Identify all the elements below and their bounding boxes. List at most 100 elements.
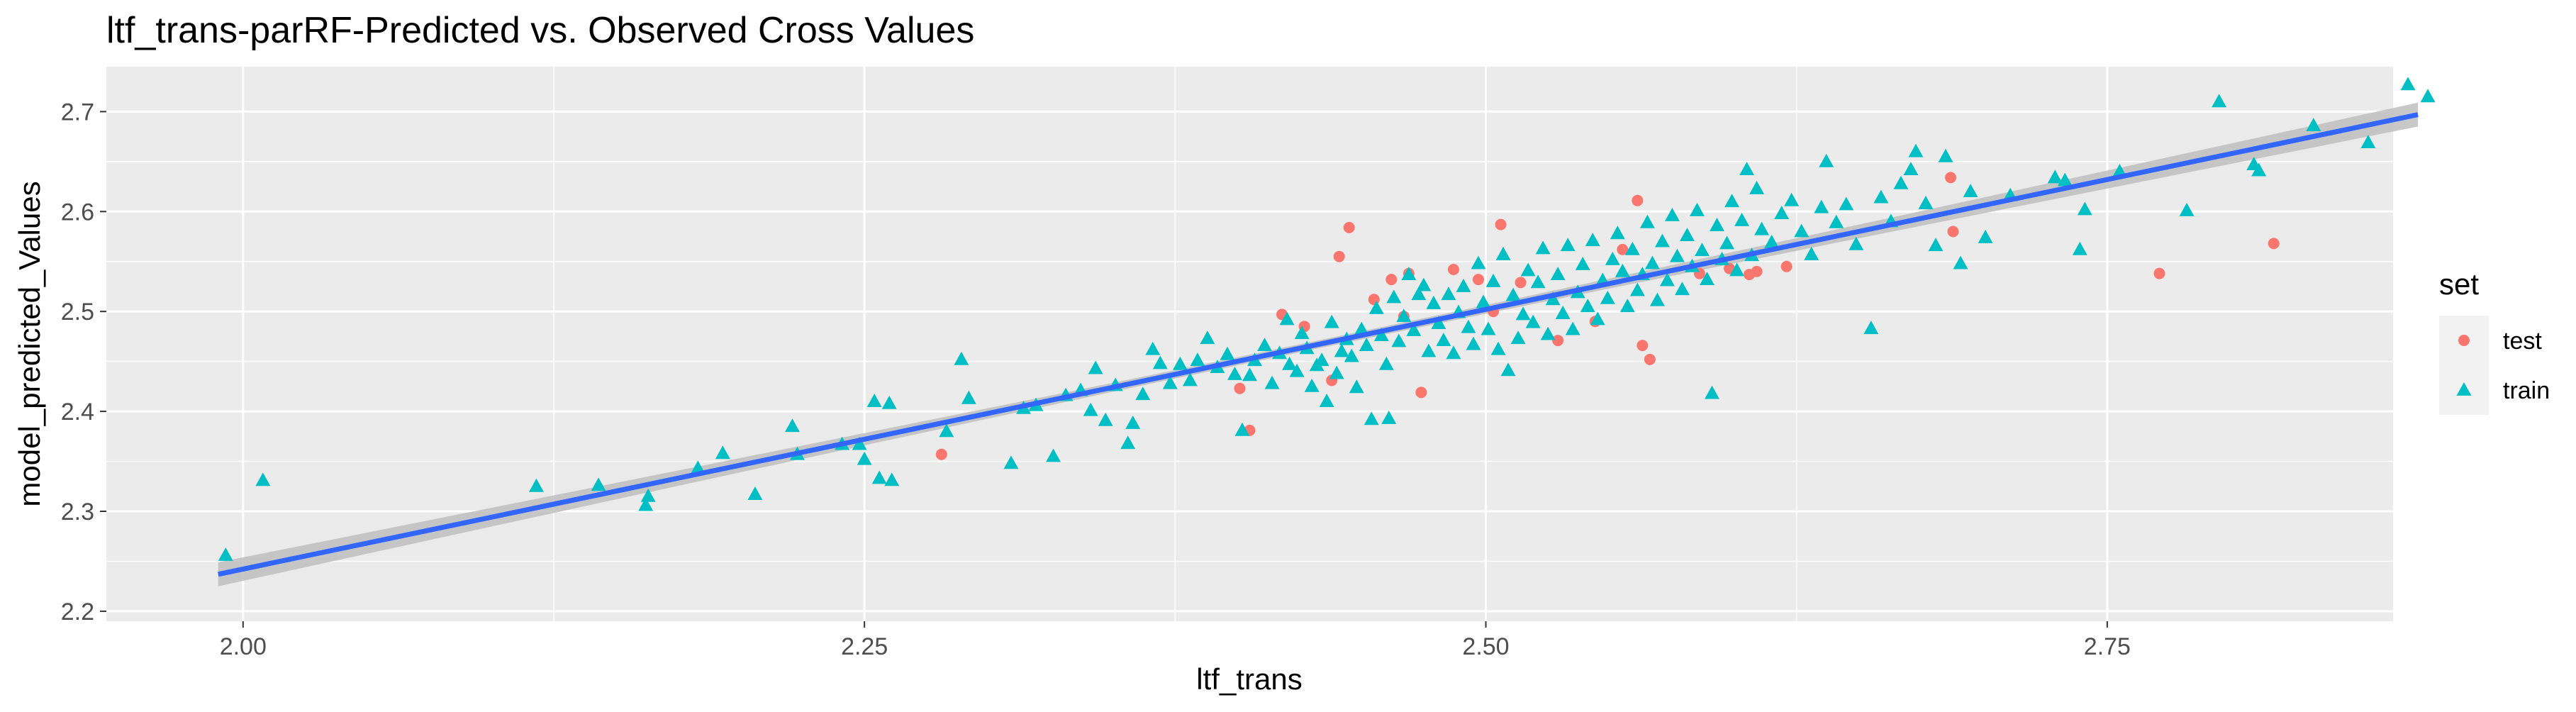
point-train [954, 351, 969, 365]
point-train [1234, 422, 1250, 436]
point-train [1893, 175, 1909, 189]
point-train [1500, 362, 1516, 377]
point-train [2212, 94, 2227, 108]
point-train [1466, 336, 1481, 350]
point-train [871, 470, 887, 484]
point-train [1829, 214, 1844, 228]
point-train [2179, 202, 2195, 216]
legend-label-test: test [2503, 328, 2542, 355]
point-train [1515, 306, 1531, 321]
point-train [1719, 235, 1734, 250]
x-axis-title: ltf_trans [1196, 662, 1302, 696]
point-test [1644, 353, 1656, 365]
point-train [1669, 248, 1685, 262]
point-train [1481, 321, 1496, 335]
point-train [1471, 255, 1486, 269]
point-test [1447, 264, 1459, 276]
point-train [1120, 435, 1136, 450]
point-train [1329, 365, 1344, 379]
point-train [1540, 326, 1556, 340]
point-train [1257, 338, 1272, 352]
point-train [1386, 289, 1402, 304]
point-train [1125, 416, 1141, 429]
point-train [1364, 411, 1379, 425]
point-test [1495, 218, 1507, 230]
point-train [1659, 272, 1675, 287]
point-train [1535, 240, 1551, 255]
point-train [1227, 366, 1242, 380]
point-train [1734, 212, 1750, 226]
point-train [1674, 282, 1690, 296]
point-train [1610, 226, 1625, 240]
point-train [1220, 346, 1235, 360]
legend: set test train [2439, 267, 2550, 415]
point-train [939, 423, 954, 438]
y-axis: 2.2 2.3 2.4 2.5 2.6 2.7 [61, 99, 106, 625]
point-train [1319, 394, 1334, 407]
point-train [1619, 299, 1635, 313]
point-train [1710, 218, 1724, 231]
point-train [1575, 256, 1590, 270]
point-train [1145, 341, 1161, 355]
point-test [1617, 243, 1629, 255]
point-train [1282, 356, 1298, 370]
point-train [1135, 386, 1151, 401]
point-train [1978, 229, 1993, 243]
point-train [1436, 333, 1451, 346]
point-train [1585, 233, 1600, 247]
point-train [1485, 273, 1501, 287]
point-train [2420, 89, 2436, 103]
point-test [1780, 260, 1792, 272]
point-train [1724, 194, 1740, 208]
point-train [1705, 385, 1719, 399]
point-train [1152, 355, 1168, 369]
point-train [1615, 263, 1630, 277]
y-tick-label: 2.3 [61, 499, 94, 525]
point-train [1294, 326, 1310, 340]
x-axis: 2.00 2.25 2.50 2.75 [220, 621, 2131, 660]
point-train [1505, 287, 1521, 301]
point-train [2077, 201, 2092, 216]
point-train [1784, 192, 1800, 206]
point-train [1456, 278, 1471, 292]
point-train [1729, 262, 1745, 277]
point-train [1344, 348, 1359, 362]
point-train [2047, 169, 2063, 184]
point-train [1279, 311, 1295, 326]
point-train [1918, 196, 1934, 209]
point-train [1461, 319, 1476, 333]
point-train [1391, 333, 1407, 347]
point-train [1963, 184, 1978, 198]
point-train [1550, 267, 1566, 280]
point-train [1690, 202, 1705, 216]
legend-entries: test train [2439, 316, 2550, 415]
point-train [1530, 274, 1546, 289]
point-train [1396, 308, 1412, 323]
point-test [935, 448, 947, 460]
point-train [881, 395, 897, 409]
point-train [1849, 236, 1864, 250]
point-train [1555, 306, 1571, 319]
point-train [1381, 410, 1397, 424]
point-train [1774, 206, 1790, 220]
point-train [852, 436, 867, 450]
x-tick-label: 2.75 [2084, 633, 2131, 660]
point-train [1401, 267, 1417, 280]
point-test [1632, 194, 1644, 206]
x-tick-label: 2.25 [841, 633, 888, 660]
point-train [1819, 153, 1834, 167]
point-train [1349, 379, 1364, 394]
point-train [1368, 300, 1384, 314]
point-train [640, 488, 656, 502]
y-tick-label: 2.7 [61, 99, 94, 126]
point-train [1476, 294, 1491, 308]
point-train [528, 478, 544, 492]
point-train [2360, 135, 2376, 149]
point-train [638, 497, 654, 511]
point-train [1003, 455, 1019, 469]
x-tick-label: 2.50 [1462, 633, 1509, 660]
point-train [1624, 241, 1640, 255]
point-train [1938, 148, 1953, 162]
y-tick-label: 2.5 [61, 299, 94, 326]
